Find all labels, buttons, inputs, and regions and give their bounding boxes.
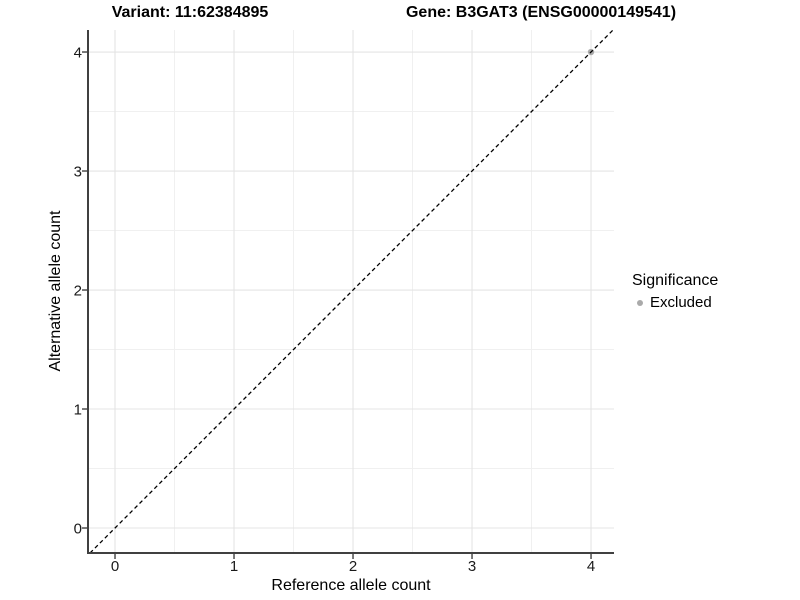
y-tick-label: 4 bbox=[74, 45, 82, 62]
x-axis-title: Reference allele count bbox=[271, 577, 431, 594]
y-tick-label: 0 bbox=[74, 521, 82, 538]
legend: Significance Excluded bbox=[632, 270, 718, 312]
y-tick-label: 3 bbox=[74, 164, 82, 181]
x-tick-label: 0 bbox=[111, 558, 119, 575]
y-tick-label: 2 bbox=[74, 283, 82, 300]
x-tick-label: 3 bbox=[468, 558, 476, 575]
variant-title: Variant: 11:62384895 bbox=[111, 4, 269, 21]
gene-title: Gene: B3GAT3 (ENSG00000149541) bbox=[405, 4, 677, 21]
x-tick-label: 1 bbox=[230, 558, 238, 575]
legend-item-excluded: Excluded bbox=[632, 293, 718, 312]
x-tick-label: 2 bbox=[349, 558, 357, 575]
y-axis-title: Alternative allele count bbox=[47, 210, 64, 372]
y-tick-label: 1 bbox=[74, 402, 82, 419]
identity-line bbox=[89, 29, 614, 554]
legend-title: Significance bbox=[632, 272, 719, 289]
legend-item-label: Excluded bbox=[650, 294, 712, 311]
x-tick-label: 4 bbox=[587, 558, 595, 575]
excluded-point-icon bbox=[637, 299, 643, 306]
